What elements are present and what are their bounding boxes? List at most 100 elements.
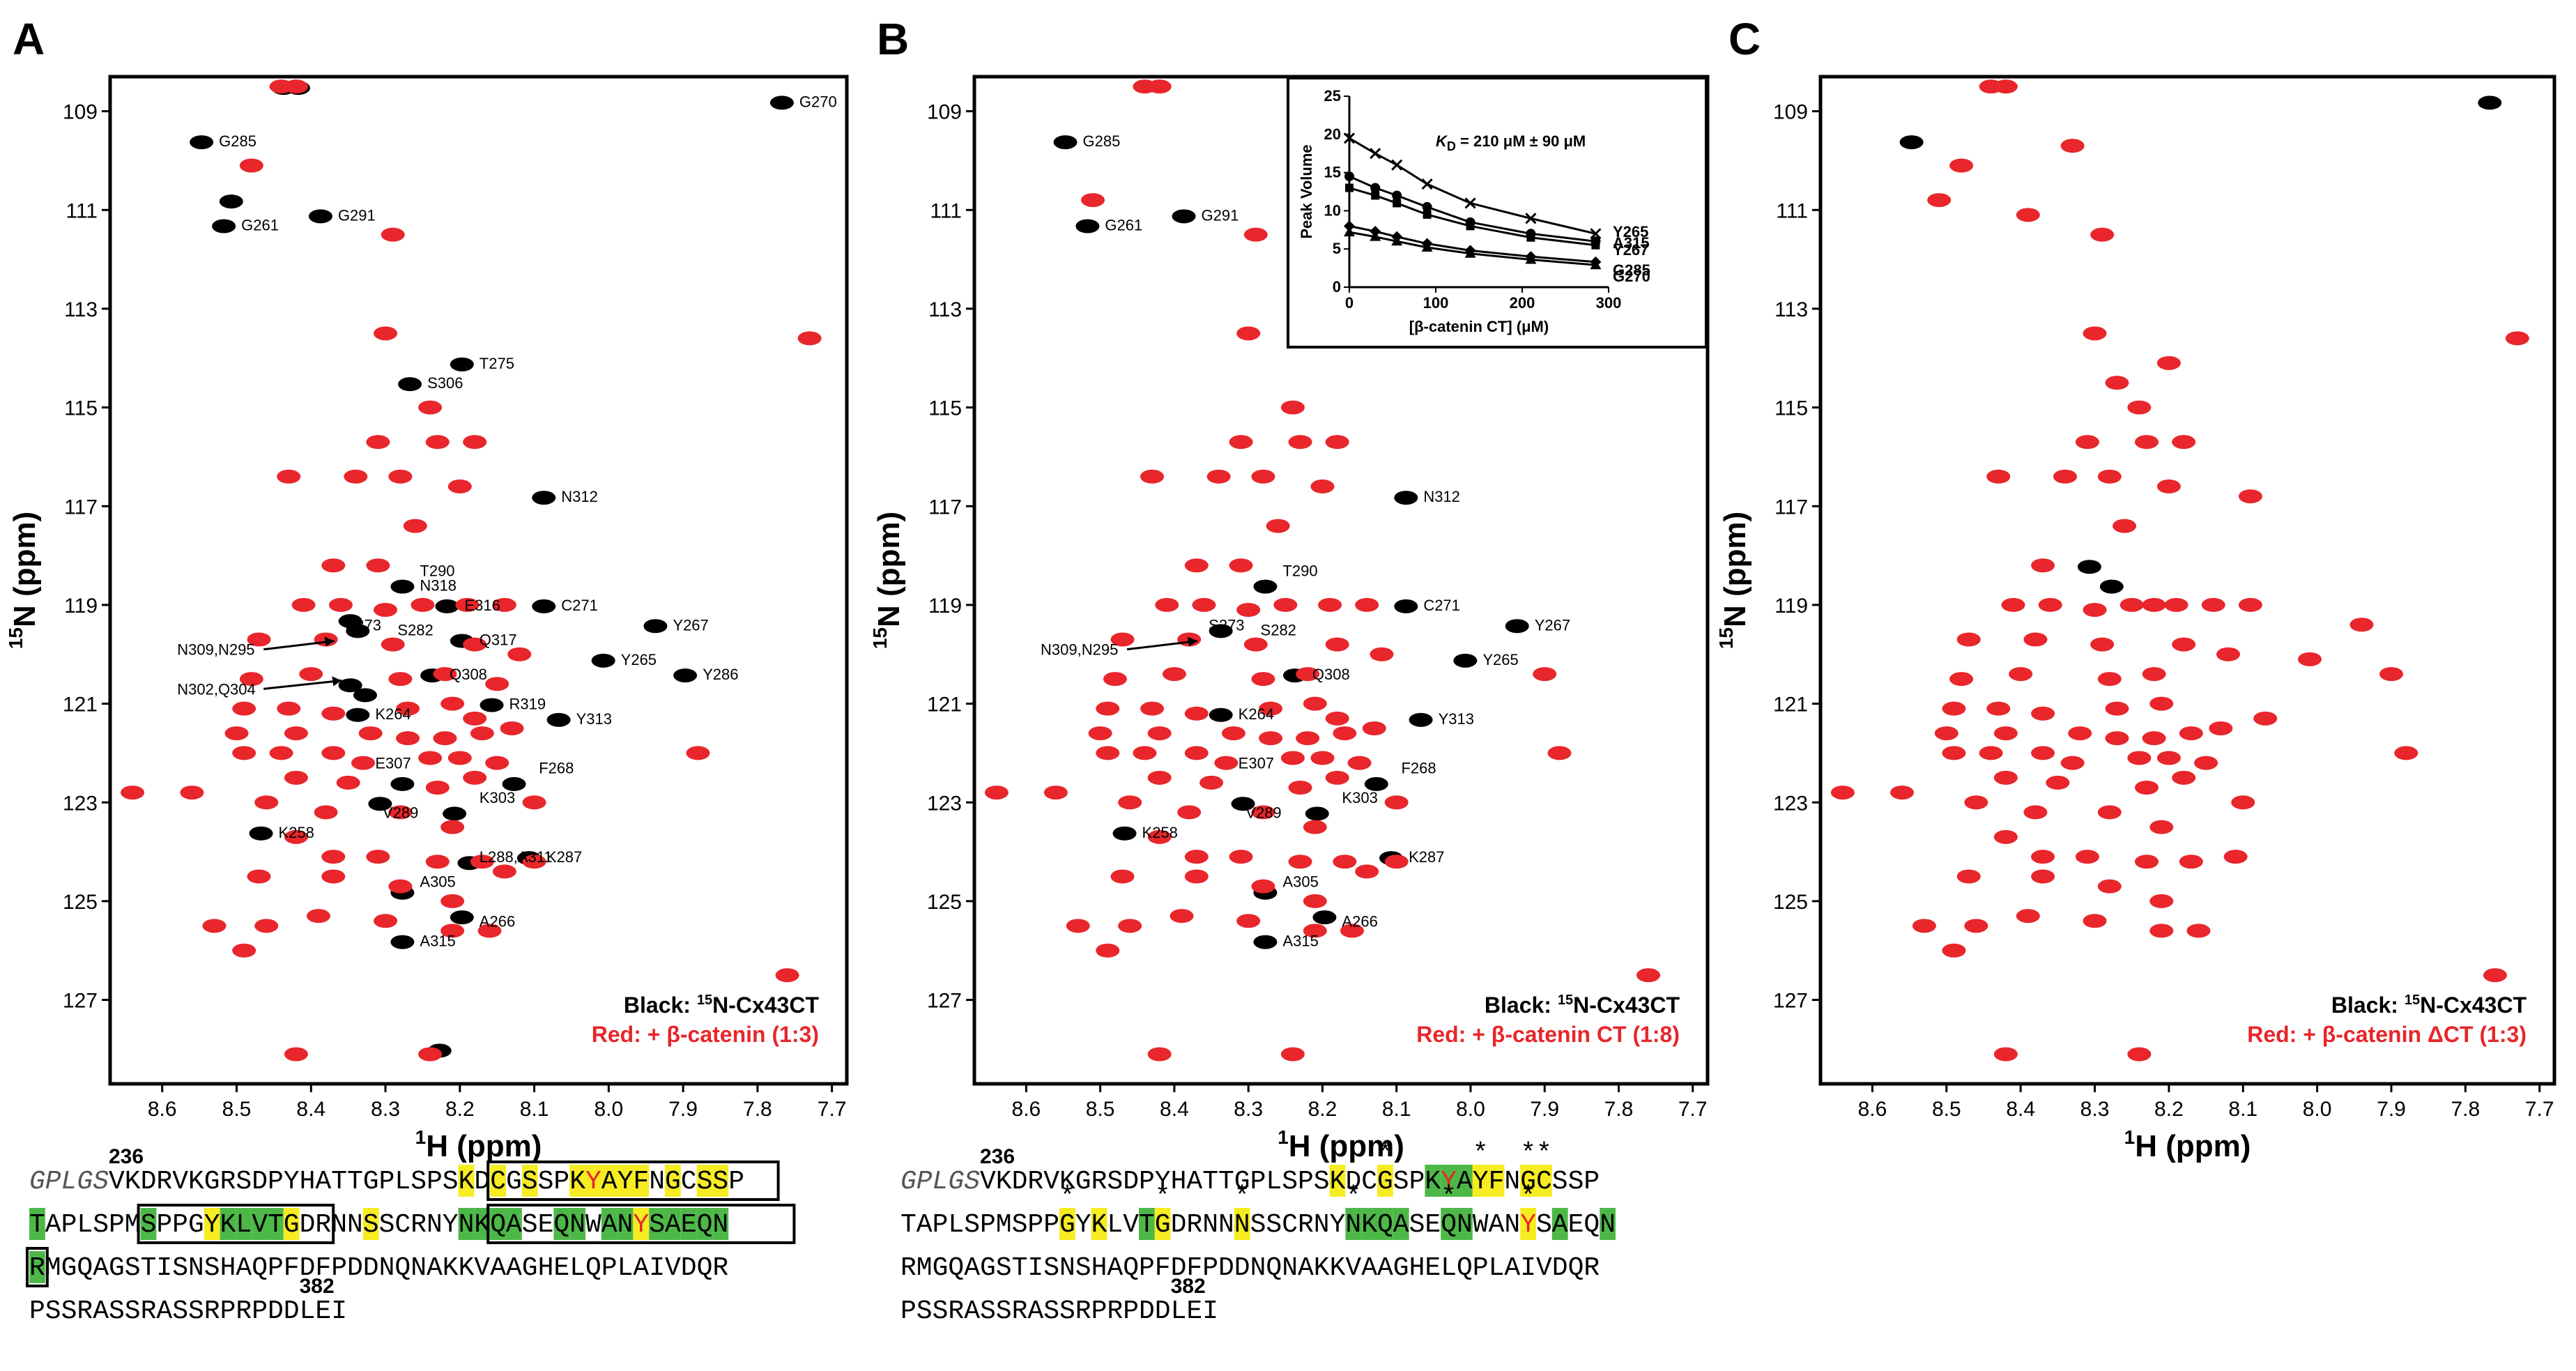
peak-red bbox=[1147, 1047, 1172, 1062]
peak-red bbox=[239, 672, 263, 687]
peak-label: A305 bbox=[1282, 873, 1318, 891]
peak-black bbox=[1453, 653, 1478, 668]
peak-label: S306 bbox=[427, 374, 463, 392]
residue-highlight bbox=[1600, 1208, 1616, 1240]
inset-point bbox=[1466, 222, 1475, 231]
peak-red bbox=[2209, 721, 2233, 735]
peak-red bbox=[2009, 667, 2033, 682]
peak-red bbox=[1243, 227, 1268, 242]
residue-highlight bbox=[617, 1208, 634, 1240]
peak-red bbox=[1310, 751, 1335, 765]
sequence-segment: K bbox=[1091, 1210, 1107, 1240]
inset-x-tick-label: 300 bbox=[1596, 294, 1622, 312]
inset-y-tick-label: 5 bbox=[1333, 240, 1341, 257]
legend-red: Red: + β-catenin ΔCT (1:3) bbox=[2247, 1022, 2527, 1047]
peak-red bbox=[500, 721, 524, 735]
sequence-segment: N bbox=[649, 1167, 665, 1197]
peak-red bbox=[1370, 647, 1394, 661]
residue-highlight bbox=[1457, 1208, 1473, 1240]
x-tick-label: 8.6 bbox=[148, 1098, 177, 1121]
peak-red bbox=[1140, 469, 1165, 484]
residue-highlight bbox=[569, 1165, 585, 1197]
residue-asterisk: * bbox=[1536, 1139, 1552, 1169]
peak-red bbox=[336, 775, 360, 790]
inset-x-tick-label: 200 bbox=[1510, 294, 1535, 312]
residue-highlight bbox=[1488, 1165, 1505, 1197]
x-tick-label: 7.8 bbox=[1604, 1098, 1634, 1121]
peak-red bbox=[239, 158, 263, 173]
peak-red bbox=[2090, 637, 2115, 652]
peak-red bbox=[224, 726, 249, 741]
peak-red bbox=[284, 829, 308, 844]
inset-point bbox=[1464, 247, 1476, 258]
peak-black bbox=[1231, 797, 1255, 811]
residue-highlight bbox=[490, 1208, 506, 1240]
peak-label: C271 bbox=[561, 597, 598, 614]
peak-red bbox=[1199, 775, 1224, 790]
peak-red bbox=[492, 864, 516, 879]
sequence-segment: S bbox=[141, 1210, 157, 1240]
sequence-segment: G bbox=[506, 1167, 522, 1197]
sequence-a: GPLGS VKDRVKGRSDPYHATTGPLSPS K D C G S S P K Y A Y F N… bbox=[29, 1145, 744, 1326]
inset-point bbox=[1391, 159, 1403, 171]
residue-highlight bbox=[458, 1165, 475, 1197]
peak-label: G285 bbox=[1083, 132, 1121, 150]
peak-red bbox=[2394, 746, 2418, 760]
peak-label: N318 bbox=[420, 577, 457, 595]
plot-frame bbox=[1818, 75, 2556, 1086]
peak-black bbox=[1209, 707, 1233, 722]
peak-label: Y286 bbox=[703, 666, 738, 683]
sequence-segment: VKDRVKGRSDPYHATTGPLSPS bbox=[980, 1167, 1330, 1197]
peak-black bbox=[1075, 219, 1100, 233]
inset-point bbox=[1370, 231, 1381, 241]
peak-red bbox=[284, 1047, 308, 1062]
residue-highlight bbox=[1520, 1208, 1536, 1240]
peak-red bbox=[1362, 721, 1386, 735]
peak-label: A305 bbox=[420, 873, 455, 891]
y-tick-label: 119 bbox=[64, 595, 98, 618]
inset-point bbox=[1526, 233, 1535, 242]
peak-red bbox=[2031, 706, 2055, 721]
peak-red bbox=[1273, 597, 1298, 612]
residue-asterisk: * bbox=[1234, 1182, 1250, 1212]
y-tick-label: 111 bbox=[930, 199, 962, 222]
peak-label: Y267 bbox=[673, 616, 708, 634]
peak-label: K258 bbox=[279, 824, 314, 841]
peak-black bbox=[190, 135, 214, 150]
sequence-segment: TAPLSPMSPP bbox=[900, 1210, 1059, 1240]
residue-highlight bbox=[680, 1208, 697, 1240]
peak-label: K258 bbox=[1142, 824, 1178, 841]
peak-black bbox=[1364, 776, 1388, 791]
sequence-segment: F bbox=[1489, 1167, 1505, 1197]
residue-highlight bbox=[1536, 1165, 1552, 1197]
peak-red bbox=[1110, 632, 1135, 647]
x-axis-label: 1H (ppm) bbox=[1278, 1126, 1404, 1163]
inset-point bbox=[1591, 240, 1600, 250]
peak-black bbox=[480, 698, 504, 712]
residue-highlight bbox=[569, 1208, 585, 1240]
peak-red bbox=[686, 746, 710, 760]
peak-red bbox=[344, 469, 368, 484]
x-tick-label: 8.4 bbox=[2006, 1098, 2035, 1121]
residue-highlight bbox=[712, 1165, 729, 1197]
residue-highlight bbox=[712, 1208, 729, 1240]
peak-red bbox=[321, 706, 346, 721]
peak-red bbox=[291, 597, 316, 612]
peak-red bbox=[1133, 746, 1157, 760]
residue-highlight bbox=[601, 1208, 618, 1240]
peak-red bbox=[2083, 326, 2107, 341]
panel-letter-c: C bbox=[1728, 14, 1761, 64]
peak-red bbox=[1993, 1047, 2018, 1062]
sequence-segment: A bbox=[1393, 1210, 1409, 1240]
peak-red bbox=[455, 597, 480, 612]
peak-red bbox=[2156, 751, 2181, 765]
peak-red bbox=[2135, 781, 2159, 795]
peak-red bbox=[1547, 746, 1572, 760]
peak-red bbox=[1140, 701, 1165, 716]
label-arrow bbox=[263, 640, 335, 651]
peak-red bbox=[1155, 597, 1179, 612]
inset-point bbox=[1590, 259, 1602, 270]
inset-point bbox=[1343, 132, 1356, 144]
peak-red bbox=[2483, 968, 2507, 983]
